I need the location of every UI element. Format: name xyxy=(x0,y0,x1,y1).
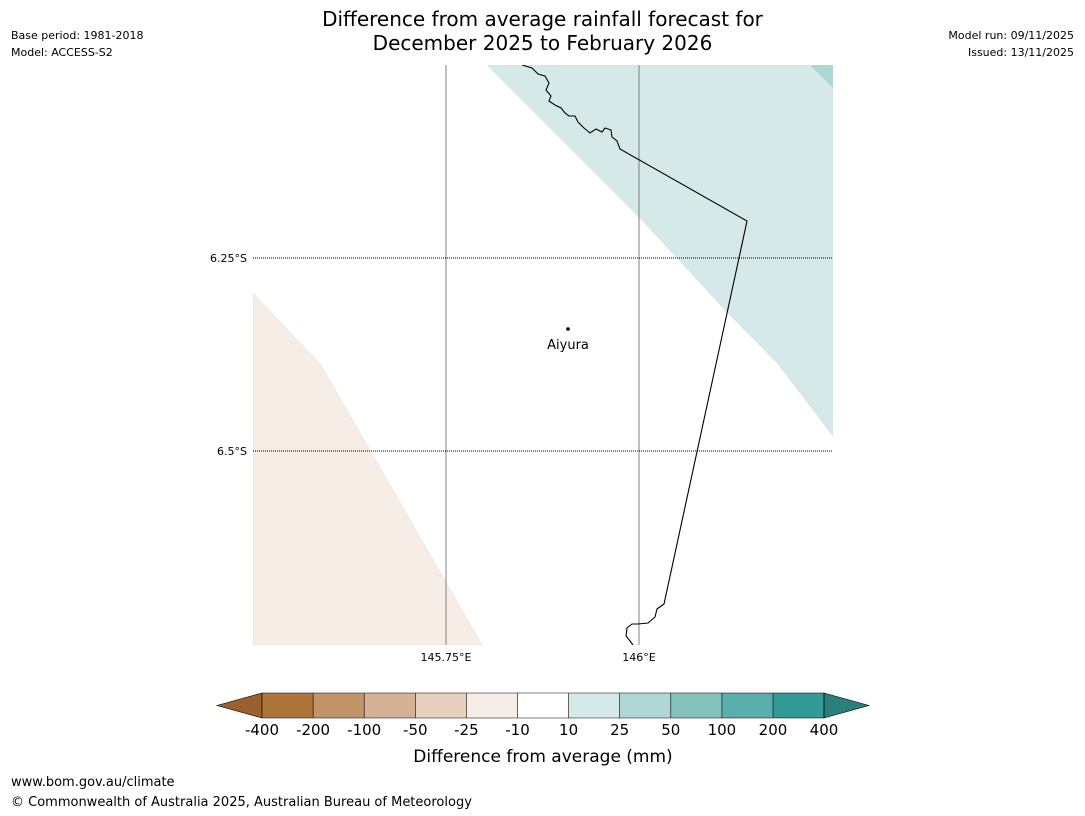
wetter-region-corner xyxy=(810,65,833,88)
colorbar-ticks: -400 -200 -100 -50 -25 -10 10 25 50 100 … xyxy=(245,721,838,739)
colorbar-arrow-high xyxy=(823,692,871,719)
colorbar-tick: -10 xyxy=(505,721,530,739)
colorbar-segment xyxy=(773,693,824,718)
drier-region xyxy=(253,292,483,645)
colorbar-segment xyxy=(415,693,467,718)
colorbar-segment xyxy=(517,693,569,718)
meta-right: Model run: 09/11/2025 Issued: 13/11/2025 xyxy=(948,27,1074,61)
colorbar-tick: -50 xyxy=(403,721,428,739)
map-area xyxy=(253,65,833,645)
province-boundary xyxy=(521,65,748,645)
title-line-1: Difference from average rainfall forecas… xyxy=(322,7,763,31)
colorbar-tick: 25 xyxy=(610,721,629,739)
model-text: Model: ACCESS-S2 xyxy=(11,46,113,59)
model-run-text: Model run: 09/11/2025 xyxy=(948,29,1074,42)
colorbar-tick: 200 xyxy=(759,721,788,739)
aiyura-marker xyxy=(566,327,570,331)
lat-label-6-5: 6.5°S xyxy=(217,445,247,458)
colorbar-tick: -400 xyxy=(245,721,279,739)
wetter-region xyxy=(486,65,833,437)
colorbar-tick: 400 xyxy=(810,721,839,739)
title-line-2: December 2025 to February 2026 xyxy=(372,31,713,55)
base-period-text: Base period: 1981-2018 xyxy=(11,29,144,42)
meta-left: Base period: 1981-2018 Model: ACCESS-S2 xyxy=(11,27,143,61)
issued-text: Issued: 13/11/2025 xyxy=(967,46,1074,59)
lon-label-145-75: 145.75°E xyxy=(421,651,472,664)
colorbar-segment xyxy=(364,693,416,718)
aiyura-label: Aiyura xyxy=(547,338,589,353)
colorbar-segment xyxy=(313,693,365,718)
colorbar-segment xyxy=(670,693,722,718)
lon-label-146: 146°E xyxy=(622,651,655,664)
footer-url: www.bom.gov.au/climate xyxy=(11,775,175,790)
colorbar-segment xyxy=(262,693,314,718)
colorbar-segment xyxy=(619,693,671,718)
colorbar-segment xyxy=(568,693,620,718)
colorbar-label: Difference from average (mm) xyxy=(413,747,672,767)
colorbar-tick: -25 xyxy=(454,721,479,739)
colorbar: -400 -200 -100 -50 -25 -10 10 25 50 100 … xyxy=(215,692,871,767)
lat-label-6-25: 6.25°S xyxy=(210,252,247,265)
colorbar-tick: 50 xyxy=(661,721,680,739)
colorbar-tick: 100 xyxy=(708,721,737,739)
colorbar-tick: 10 xyxy=(559,721,578,739)
colorbar-tick: -100 xyxy=(347,721,381,739)
colorbar-segment xyxy=(721,693,773,718)
colorbar-tick: -200 xyxy=(296,721,330,739)
map-title: Difference from average rainfall forecas… xyxy=(0,7,1085,55)
colorbar-dividers xyxy=(261,692,825,719)
colorbar-arrow-low xyxy=(215,692,263,719)
colorbar-segment xyxy=(466,693,518,718)
footer-copyright: © Commonwealth of Australia 2025, Austra… xyxy=(11,795,472,810)
